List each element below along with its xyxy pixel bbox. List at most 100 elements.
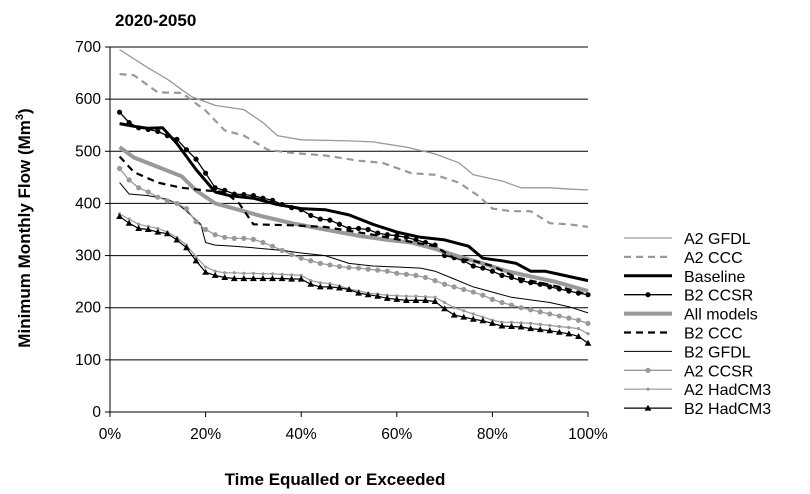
- legend-item-a2-ccsr: A2 CCSR: [624, 363, 753, 380]
- data-point-b2-ccsr: [499, 272, 505, 278]
- data-point-b2-hadcm3: [326, 283, 334, 290]
- data-point-a2-ccsr: [432, 278, 438, 284]
- data-point-a2-ccsr: [241, 235, 247, 241]
- legend-item-a2-gfdl: A2 GFDL: [624, 231, 751, 248]
- data-point-a2-ccsr: [442, 281, 448, 287]
- series-line-a2-ccsr: [119, 168, 589, 325]
- data-point-a2-ccsr: [231, 235, 237, 241]
- x-tick-label: 100%: [568, 426, 608, 443]
- data-point-a2-hadcm3: [471, 312, 475, 316]
- data-point-a2-hadcm3: [137, 222, 141, 226]
- data-point-b2-ccsr: [212, 185, 218, 191]
- data-point-a2-hadcm3: [500, 320, 504, 324]
- data-point-a2-ccsr: [556, 313, 562, 319]
- legend-item-a2-ccc: A2 CCC: [624, 250, 743, 267]
- data-point-b2-hadcm3: [393, 295, 401, 302]
- y-tick-label: 0: [92, 404, 101, 421]
- tick-labels: 0 100 200 300 400 500 600 700 0% 20% 40% 60% 80% 100%: [75, 39, 608, 443]
- legend-item-b2-ccc: B2 CCC: [624, 326, 743, 343]
- series-b2-ccc: [118, 155, 589, 296]
- series-all-models: [118, 145, 589, 293]
- data-point-b2-ccsr: [308, 212, 314, 219]
- data-point-b2-hadcm3: [565, 330, 573, 337]
- data-point-a2-ccsr: [575, 317, 582, 323]
- legend: A2 GFDL A2 CCC Baseline B2 CCSR All models B2…: [624, 231, 771, 418]
- data-point-a2-hadcm3: [261, 272, 265, 276]
- legend-marker: [645, 367, 651, 373]
- data-point-b2-hadcm3: [584, 339, 592, 346]
- data-point-b2-ccsr: [298, 207, 304, 213]
- data-point-b2-hadcm3: [125, 219, 133, 226]
- data-point-a2-hadcm3: [299, 273, 303, 277]
- data-point-b2-hadcm3: [479, 317, 487, 324]
- data-point-a2-ccsr: [174, 200, 180, 207]
- x-tick-label: 60%: [381, 426, 412, 443]
- y-axis-title: Minimum Monthly Flow (Mm3): [14, 108, 34, 347]
- data-point-b2-hadcm3: [307, 280, 315, 287]
- data-point-b2-hadcm3: [508, 323, 515, 330]
- legend-label: All models: [684, 307, 758, 324]
- data-point-b2-hadcm3: [546, 327, 554, 334]
- data-point-b2-ccsr: [279, 201, 285, 208]
- data-point-a2-ccsr: [499, 299, 505, 306]
- data-point-a2-hadcm3: [538, 322, 542, 326]
- legend-label: B2 CCSR: [684, 288, 753, 305]
- data-point-a2-ccsr: [203, 226, 209, 233]
- series-b2-gfdl: [119, 182, 589, 314]
- y-tick-label: 700: [75, 39, 101, 56]
- data-point-b2-hadcm3: [402, 297, 410, 303]
- data-point-b2-ccsr: [394, 233, 400, 239]
- data-point-b2-hadcm3: [374, 292, 382, 299]
- data-point-a2-hadcm3: [567, 325, 571, 330]
- series-line-a2-gfdl: [119, 49, 589, 191]
- series-line-b2-gfdl: [119, 182, 589, 314]
- y-axis-title-main: Minimum Monthly Flow (Mm: [15, 120, 34, 348]
- data-point-b2-hadcm3: [575, 332, 582, 339]
- data-point-b2-ccsr: [193, 156, 199, 162]
- data-point-a2-ccsr: [489, 296, 495, 302]
- data-point-b2-ccsr: [403, 234, 409, 240]
- series-line-b2-ccc: [118, 155, 589, 296]
- data-point-b2-hadcm3: [211, 271, 219, 278]
- data-point-a2-hadcm3: [423, 295, 428, 299]
- data-point-a2-hadcm3: [462, 309, 466, 313]
- data-point-a2-ccsr: [585, 320, 591, 326]
- data-point-b2-ccsr: [547, 284, 553, 290]
- data-point-a2-ccsr: [145, 189, 151, 195]
- data-point-b2-hadcm3: [154, 228, 162, 235]
- legend-label: B2 GFDL: [684, 344, 751, 361]
- chart-title: 2020-2050: [115, 11, 196, 30]
- legend-label: A2 CCSR: [684, 363, 753, 380]
- legend-item-a2-hadcm3: A2 HadCM3: [624, 382, 771, 399]
- data-point-b2-hadcm3: [527, 325, 535, 332]
- data-point-b2-hadcm3: [316, 283, 324, 290]
- data-point-b2-hadcm3: [412, 297, 420, 303]
- data-point-b2-hadcm3: [450, 311, 458, 318]
- legend-item-b2-ccsr: B2 CCSR: [624, 288, 753, 305]
- data-point-b2-hadcm3: [240, 275, 248, 282]
- data-point-a2-ccsr: [155, 194, 161, 200]
- data-point-a2-hadcm3: [127, 217, 131, 221]
- data-point-a2-hadcm3: [280, 272, 284, 276]
- data-point-b2-hadcm3: [498, 322, 506, 329]
- data-point-a2-ccsr: [422, 274, 429, 281]
- data-point-a2-ccsr: [317, 260, 323, 266]
- data-point-a2-ccsr: [365, 266, 371, 272]
- data-point-b2-hadcm3: [364, 291, 372, 298]
- data-point-b2-ccsr: [183, 147, 190, 153]
- series-a2-gfdl: [119, 49, 589, 191]
- data-point-b2-ccsr: [164, 133, 170, 139]
- data-point-a2-hadcm3: [519, 321, 523, 325]
- data-point-a2-ccsr: [413, 272, 419, 278]
- series-line-a2-hadcm3: [119, 213, 589, 335]
- x-tick-label: 80%: [477, 426, 508, 443]
- data-point-b2-ccsr: [489, 268, 495, 274]
- data-point-a2-ccsr: [193, 219, 199, 225]
- data-point-a2-ccsr: [394, 270, 400, 276]
- data-point-b2-hadcm3: [469, 315, 477, 322]
- data-point-b2-ccsr: [384, 232, 390, 238]
- x-tick-label: 40%: [286, 426, 317, 443]
- data-point-a2-ccsr: [298, 255, 304, 261]
